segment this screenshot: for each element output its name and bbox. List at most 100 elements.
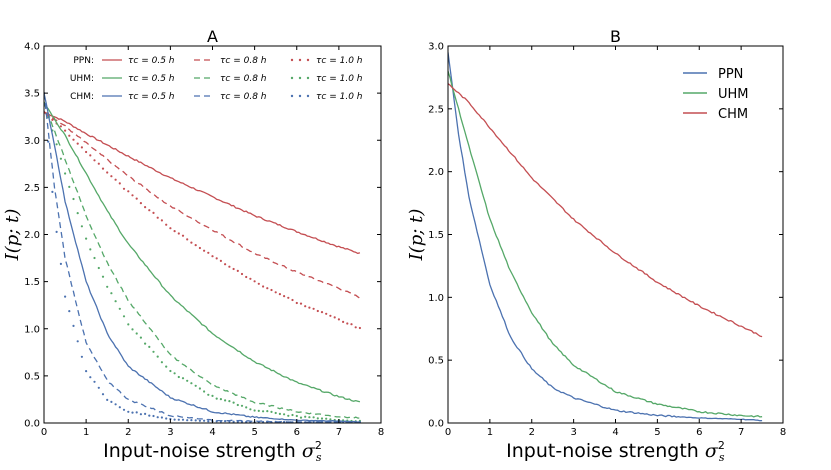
series-a-uhm-tau-10-point <box>110 292 113 295</box>
series-a-uhm-tau-10-point <box>190 382 193 385</box>
series-a-uhm-tau-10-point <box>194 384 197 387</box>
series-a-ppn-tau-10-point <box>346 322 349 325</box>
series-a-chm-tau-10-point <box>320 420 324 423</box>
series-a-uhm-tau-10-point <box>118 307 121 310</box>
x-tick-label: 5 <box>654 427 660 438</box>
series-a-ppn-tau-10-point <box>304 305 307 308</box>
series-a-uhm-tau-10-point <box>240 404 244 407</box>
panel-a: A 0 1 2 3 4 5 6 7 8 0.0 0.5 1.0 1.5 2.0 2.5 3.0 3.5 4.0 Inp… <box>2 27 384 464</box>
x-tick-label: 1 <box>83 427 89 438</box>
series-a-chm-tau-10-point <box>139 413 142 416</box>
series-a-chm-tau-10-point <box>190 419 193 422</box>
series-a-ppn-tau-10-point <box>131 194 134 197</box>
series-a-uhm-tau-10-point <box>160 361 163 364</box>
series-a-ppn-tau-10-point <box>249 277 252 280</box>
series-a-ppn-tau-10-point <box>156 216 159 219</box>
series-a-chm-tau-10-point <box>274 420 277 423</box>
series-a-chm-tau-10-point <box>156 416 159 419</box>
legend-entry-label: CHM <box>718 107 748 122</box>
series-a-uhm-tau-10-point <box>325 417 328 420</box>
series-a-chm-tau-10 <box>44 92 361 423</box>
series-a-uhm-tau-10-point <box>278 412 281 415</box>
series-a-ppn-tau-10-point <box>80 146 83 149</box>
series-a-uhm-tau-10-point <box>283 413 286 416</box>
series-a-chm-tau-10-point <box>51 190 54 193</box>
series-a-chm-tau-10-point <box>283 420 286 423</box>
x-tick-label: 7 <box>738 427 744 438</box>
series-a-ppn-tau-10-point <box>194 244 197 247</box>
legend-entry-label: UHM <box>718 87 749 102</box>
series-a-ppn-tau-10-point <box>333 316 336 319</box>
series-a-chm-tau-10-point <box>257 420 260 423</box>
y-tick-label: 2.0 <box>24 230 40 241</box>
series-a-chm-tau-10-point <box>135 411 138 414</box>
series-a-uhm-tau-10-point <box>304 415 307 418</box>
y-tick-label: 4.0 <box>24 42 40 53</box>
series-a-uhm-tau-10-point <box>249 408 252 411</box>
series-a-ppn-tau-10-point <box>127 190 130 193</box>
panel-b-series <box>448 52 763 422</box>
series-a-chm-tau-10-point <box>240 420 244 423</box>
series-a-ppn-tau-10-point <box>93 159 96 162</box>
series-a-chm-tau-10-point <box>219 420 222 423</box>
series-a-chm-tau-10-point <box>165 417 168 420</box>
series-b-ppn <box>448 52 763 422</box>
series-a-ppn-tau-10-point <box>253 280 256 283</box>
series-a-ppn-tau-10-point <box>320 311 324 314</box>
series-a-ppn-tau-10-point <box>350 323 353 326</box>
series-a-uhm-tau-10-point <box>55 143 58 146</box>
series-a-chm-tau-05 <box>44 92 360 423</box>
legend-swatch <box>290 76 294 80</box>
series-a-ppn-tau-10-point <box>59 125 63 128</box>
y-tick-label: 3.0 <box>24 136 40 147</box>
series-a-ppn-tau-10-point <box>312 307 315 310</box>
series-a-ppn-tau-10-point <box>198 246 201 250</box>
series-a-uhm-tau-05 <box>44 102 361 403</box>
series-a-ppn-tau-10-point <box>337 318 340 321</box>
series-a-ppn-tau-10-point <box>152 211 155 214</box>
series-a-ppn-tau-10-point <box>278 293 281 296</box>
series-a-ppn-tau-10-point <box>329 314 332 317</box>
series-a-uhm-tau-10-point <box>177 375 180 379</box>
legend-entry-label: τc = 0.5 h <box>128 56 175 66</box>
series-a-chm-tau-10-point <box>312 420 315 423</box>
series-a-chm-tau-10-point <box>186 419 189 422</box>
series-a-ppn-tau-10-point <box>291 298 294 302</box>
series-a-chm-tau-10-point <box>194 419 197 422</box>
series-a-chm-tau-10-point <box>177 418 180 421</box>
x-tick-label: 3 <box>570 427 576 438</box>
panel-b-x-axis-label: Input-noise strength σ2 s <box>506 439 725 464</box>
x-tick-label: 6 <box>294 427 300 438</box>
y-tick-label: 0.5 <box>428 356 444 367</box>
legend-swatch <box>298 76 302 80</box>
series-a-chm-tau-10-point <box>122 408 126 411</box>
series-a-chm-tau-10-point <box>89 376 92 379</box>
series-a-uhm-tau-10-point <box>144 342 147 345</box>
series-a-uhm-tau-10-point <box>148 345 151 348</box>
series-a-ppn-tau-10-point <box>219 259 222 262</box>
legend-b: PPN UHM CHM <box>683 67 749 122</box>
series-a-uhm-tau-10-point <box>135 332 138 335</box>
series-a-ppn-tau-10-point <box>287 296 290 299</box>
legend-swatch <box>306 94 310 98</box>
series-a-chm-tau-10-point <box>118 406 121 409</box>
legend-entry-label: τc = 0.8 h <box>220 74 267 84</box>
series-a-uhm-tau-10-point <box>97 266 100 270</box>
panel-b-title: B <box>610 27 621 46</box>
series-a-ppn-tau-10-point <box>262 285 265 288</box>
series-a-uhm-tau-10-point <box>329 418 332 421</box>
series-a-uhm-tau-10-point <box>68 185 71 188</box>
legend-entry-label: τc = 0.5 h <box>128 92 175 102</box>
series-a-uhm-tau-10-point <box>165 365 168 368</box>
series-a-uhm-tau-10-point <box>224 399 227 402</box>
series-a-uhm-tau-10-point <box>156 355 159 358</box>
series-a-uhm-tau-10-point <box>262 410 265 413</box>
series-a-ppn-tau-10-point <box>342 320 345 323</box>
series-a-uhm-tau-10-point <box>312 416 315 419</box>
series-a-chm-tau-10-point <box>148 414 151 417</box>
series-a-chm-tau-10-point <box>236 420 239 423</box>
series-a-chm-tau-10-point <box>144 412 147 415</box>
series-a-chm-tau-10-point <box>215 420 218 423</box>
series-a-chm-tau-10-point <box>224 420 227 423</box>
legend-entry-label: PPN <box>718 67 743 82</box>
